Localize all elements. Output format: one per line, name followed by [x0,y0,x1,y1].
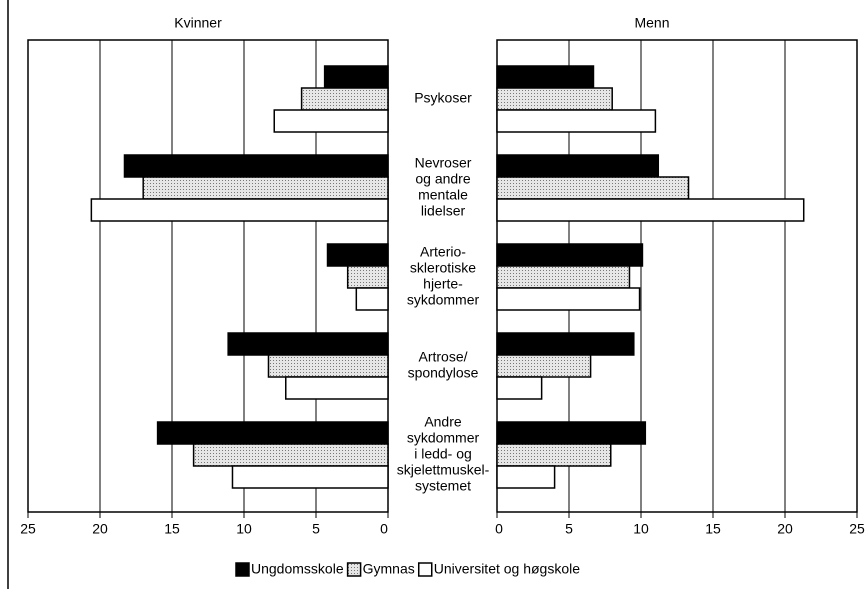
bar [496,243,644,267]
bar [496,332,635,356]
x-tick-label: 20 [777,521,793,537]
bar [496,376,543,400]
bar [496,354,592,378]
category-label: systemet [415,478,471,494]
bar [273,109,389,133]
category-label: sklerotiske [410,260,476,276]
x-tick-label: 10 [236,521,252,537]
bar [267,354,389,378]
category-label: Arterio- [420,244,466,260]
category-label: lidelser [421,203,466,219]
category-label: Psykoser [414,90,472,106]
bar [323,65,389,89]
category-label: og andre [415,171,470,187]
panel-title: Kvinner [174,15,222,31]
x-tick-label: 10 [633,521,649,537]
bar [346,265,389,289]
legend-label: Universitet og høgskole [434,561,581,577]
bar [496,65,595,89]
bar [300,87,389,111]
x-tick-label: 15 [705,521,721,537]
bar [496,87,613,111]
x-tick-label: 0 [380,521,388,537]
legend-label: Gymnas [363,561,415,577]
bar [192,443,389,467]
category-label: mentale [418,187,468,203]
bar [496,265,631,289]
legend-label: Ungdomsskole [251,561,344,577]
x-tick-label: 20 [92,521,108,537]
x-tick-label: 0 [495,521,503,537]
category-label: Andre [424,414,462,430]
bar [496,421,647,445]
x-tick-label: 5 [565,521,573,537]
category-label: spondylose [408,365,479,381]
category-label: hjerte- [423,276,463,292]
bar [326,243,389,267]
bar [90,198,389,222]
category-label: sykdommer [407,430,480,446]
bar [156,421,389,445]
bar [496,465,556,489]
bar [227,332,389,356]
bar [355,287,389,311]
bar [496,176,690,200]
category-label: Artrose/ [418,349,467,365]
bar [285,376,389,400]
x-tick-label: 15 [164,521,180,537]
category-label: Nevroser [415,155,472,171]
bar [496,154,660,178]
bar [496,109,657,133]
panel-title: Menn [634,15,669,31]
bar [123,154,389,178]
x-tick-label: 5 [312,521,320,537]
bar [496,443,612,467]
bar [496,287,641,311]
category-label: sykdommer [407,292,480,308]
category-label: i ledd- og [414,446,472,462]
x-tick-label: 25 [20,521,36,537]
bar [496,198,805,222]
legend-swatch [346,562,362,577]
bar [142,176,389,200]
legend-swatch [417,562,433,577]
bar [231,465,389,489]
category-label: skjelettmuskel- [397,462,490,478]
x-tick-label: 25 [849,521,865,537]
legend-swatch [235,562,250,577]
